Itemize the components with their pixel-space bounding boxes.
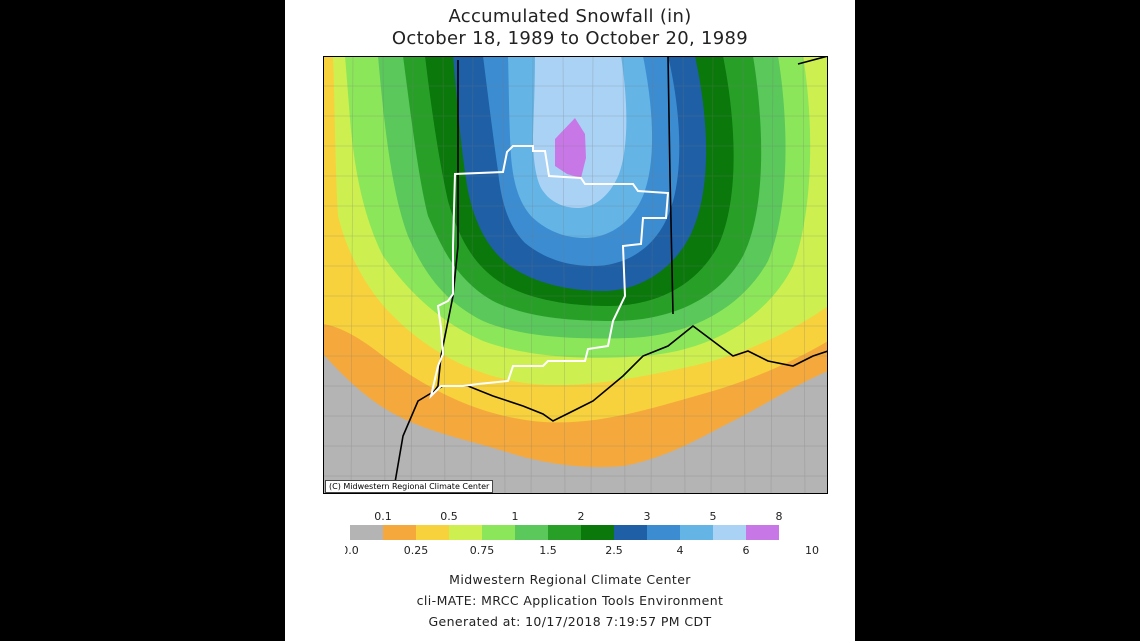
legend-swatch [647, 525, 680, 540]
legend-swatch [482, 525, 515, 540]
legend-swatch [548, 525, 581, 540]
state-border-west [430, 60, 459, 397]
legend-bottom-label: 10 [805, 544, 819, 557]
band-0 [323, 354, 828, 494]
legend-bottom-label: 4 [677, 544, 684, 557]
legend-swatch [350, 525, 383, 540]
legend-top-label: 8 [776, 510, 783, 523]
legend-swatch [383, 525, 416, 540]
legend-swatch [680, 525, 713, 540]
snowfall-legend: 0.1 0.5 1 2 3 5 8 0.0 0.25 0.75 1.5 2.5 4 6 10 [345, 510, 819, 557]
state-border-east [667, 56, 674, 315]
region-outline [429, 145, 670, 400]
legend-bottom-label: 2.5 [605, 544, 623, 557]
legend-bottom-label: 0.75 [470, 544, 495, 557]
map-title: Accumulated Snowfall (in) [448, 6, 692, 27]
footer-tool-name: cli-MATE: MRCC Application Tools Environ… [416, 593, 724, 608]
legend-swatch [614, 525, 647, 540]
legend-swatch [515, 525, 548, 540]
legend-swatch [449, 525, 482, 540]
legend-top-label: 3 [644, 510, 651, 523]
band-10 [555, 118, 586, 178]
legend-top-label: 0.5 [440, 510, 458, 523]
state-top-border [797, 56, 828, 65]
footer-generated-time: Generated at: 10/17/2018 7:19:57 PM CDT [428, 614, 712, 629]
map-credit: (C) Midwestern Regional Climate Center [325, 480, 494, 493]
map-date-range: October 18, 1989 to October 20, 1989 [391, 28, 749, 49]
legend-swatch [416, 525, 449, 540]
legend-top-label: 2 [578, 510, 585, 523]
legend-swatch [581, 525, 614, 540]
legend-top-label: 1 [512, 510, 519, 523]
legend-swatch [746, 525, 779, 540]
legend-bottom-label: 0.0 [345, 544, 359, 557]
legend-top-labels: 0.1 0.5 1 2 3 5 8 [374, 510, 782, 523]
snowfall-map [323, 56, 828, 494]
legend-top-label: 0.1 [374, 510, 392, 523]
legend-bottom-label: 0.25 [404, 544, 429, 557]
footer-organization: Midwestern Regional Climate Center [449, 572, 691, 587]
legend-bottom-labels: 0.0 0.25 0.75 1.5 2.5 4 6 10 [345, 544, 819, 557]
legend-bottom-label: 6 [743, 544, 750, 557]
legend-bottom-label: 1.5 [539, 544, 557, 557]
legend-swatches [350, 525, 779, 540]
legend-top-label: 5 [710, 510, 717, 523]
legend-swatch [713, 525, 746, 540]
map-panel: Accumulated Snowfall (in) October 18, 19… [285, 0, 855, 641]
